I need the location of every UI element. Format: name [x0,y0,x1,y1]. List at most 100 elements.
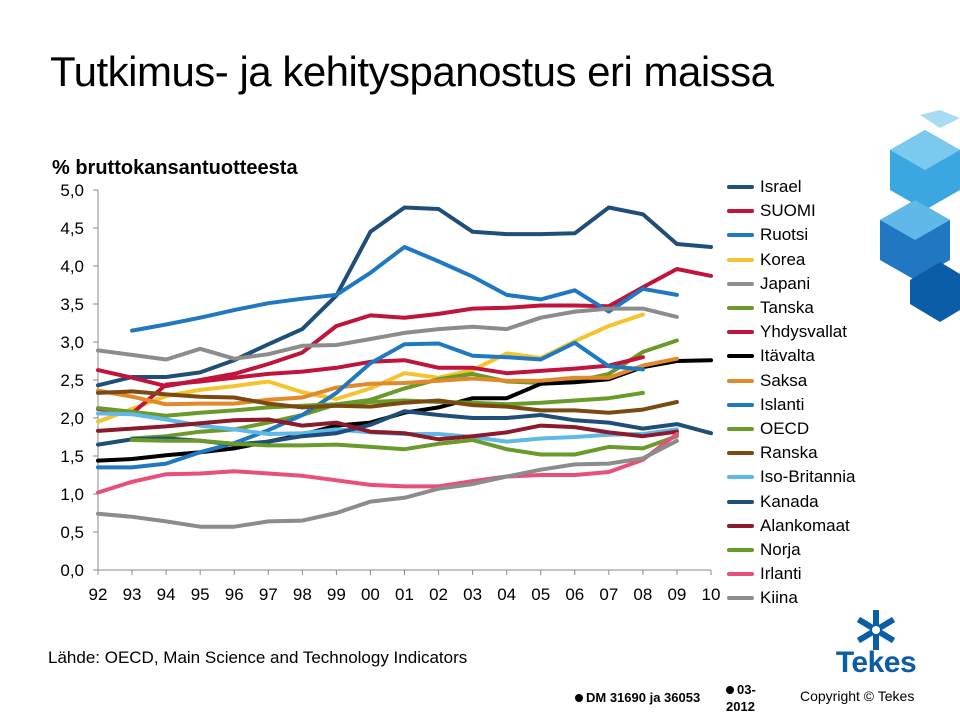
legend-label: OECD [760,418,810,438]
y-tick-label: 5,0 [60,181,84,200]
legend-item-korea: Korea [727,248,855,272]
legend-swatch [727,402,754,407]
legend-item-kiina: Kiina [727,586,855,610]
legend-swatch [727,475,754,480]
legend-item-tanska: Tanska [727,296,855,320]
legend-label: Japani [760,273,811,293]
legend: Israel SUOMI Ruotsi Korea Japani Tanska Yhdysv… [727,175,855,610]
x-tick-label: 06 [565,585,584,604]
legend-label: Alankomaat [760,515,850,535]
legend-swatch [727,257,754,262]
legend-label: Saksa [760,370,808,390]
x-tick-label: 92 [89,585,108,604]
x-tick-label: 96 [225,585,244,604]
snowflake-icon [856,610,896,650]
series-line-oecd [96,390,645,418]
x-tick-label: 97 [259,585,278,604]
legend-swatch [727,378,754,383]
legend-item-irlanti: Irlanti [727,562,855,586]
legend-swatch [727,233,754,238]
page-title: Tutkimus- ja kehityspanostus eri maissa [50,48,774,95]
legend-swatch [727,596,754,601]
series-line-irlanti [96,432,679,495]
x-tick-label: 99 [327,585,346,604]
document-id: DM 31690 ja 36053 [575,690,700,705]
y-tick-label: 3,5 [60,295,84,314]
x-tick-label: 00 [361,585,380,604]
series-line-norja [130,434,679,457]
document-date: 03-2012 [726,681,772,715]
legend-swatch [727,209,754,214]
x-tick-label: 03 [463,585,482,604]
bullet-icon [575,694,583,702]
y-tick-label: 2,0 [60,409,84,428]
tekes-logo: Tekes [826,610,926,680]
legend-swatch [727,451,754,456]
x-tick-label: 94 [157,585,176,604]
y-tick-label: 0,5 [60,523,84,542]
legend-item-islanti: Islanti [727,393,855,417]
legend-swatch [727,281,754,286]
legend-label: Korea [760,249,806,269]
legend-label: Israel [760,177,802,197]
y-tick-label: 4,0 [60,257,84,276]
series-line-japani [96,306,679,362]
legend-swatch [727,499,754,504]
x-tick-label: 09 [667,585,686,604]
y-tick-label: 1,0 [60,485,84,504]
legend-item-ruotsi: Ruotsi [727,223,855,247]
legend-label: Ranska [760,443,818,463]
legend-label: SUOMI [760,201,816,221]
x-tick-label: 04 [497,585,516,604]
series-line-islanti [96,340,645,470]
legend-label: Norja [760,539,801,559]
legend-swatch [727,185,754,190]
legend-swatch [727,547,754,552]
y-tick-label: 3,0 [60,333,84,352]
legend-label: Ruotsi [760,225,809,245]
series-line-israel [96,205,713,388]
x-tick-label: 93 [123,585,142,604]
series-line-ruotsi [130,245,679,333]
legend-item-japani: Japani [727,272,855,296]
series-line-saksa [96,356,679,407]
series-line-kiina [96,438,679,529]
legend-item-kanada: Kanada [727,489,855,513]
document-date-text: 03-2012 [726,682,756,714]
bullet-icon [726,686,734,694]
legend-label: Itävalta [760,346,815,366]
x-tick-label: 95 [191,585,210,604]
x-tick-label: 01 [395,585,414,604]
x-tick-label: 08 [633,585,652,604]
legend-item-alankomaat: Alankomaat [727,514,855,538]
y-axis-label: % bruttokansantuotteesta [52,157,298,179]
legend-item-oecd: OECD [727,417,855,441]
legend-item-iso-britannia: Iso-Britannia [727,465,855,489]
legend-item-saksa: Saksa [727,369,855,393]
legend-item-it-valta: Itävalta [727,344,855,368]
legend-swatch [727,354,754,359]
legend-swatch [727,306,754,311]
legend-swatch [727,330,754,335]
copyright: Copyright © Tekes [800,688,915,704]
series-line-ranska [96,389,679,415]
legend-swatch [727,426,754,431]
legend-label: Yhdysvallat [760,322,847,342]
x-tick-label: 02 [429,585,448,604]
y-tick-label: 1,5 [60,447,84,466]
y-tick-label: 0,0 [60,561,84,580]
x-tick-label: 07 [599,585,618,604]
legend-item-yhdysvallat: Yhdysvallat [727,320,855,344]
legend-label: Kiina [760,588,798,608]
legend-item-ranska: Ranska [727,441,855,465]
legend-swatch [727,523,754,528]
x-tick-label: 10 [702,585,721,604]
legend-item-suomi: SUOMI [727,199,855,223]
legend-label: Irlanti [760,564,802,584]
legend-item-israel: Israel [727,175,855,199]
legend-label: Iso-Britannia [760,467,856,487]
x-tick-label: 98 [293,585,312,604]
series-line-alankomaat [96,417,679,442]
logo-text: Tekes [835,646,917,679]
